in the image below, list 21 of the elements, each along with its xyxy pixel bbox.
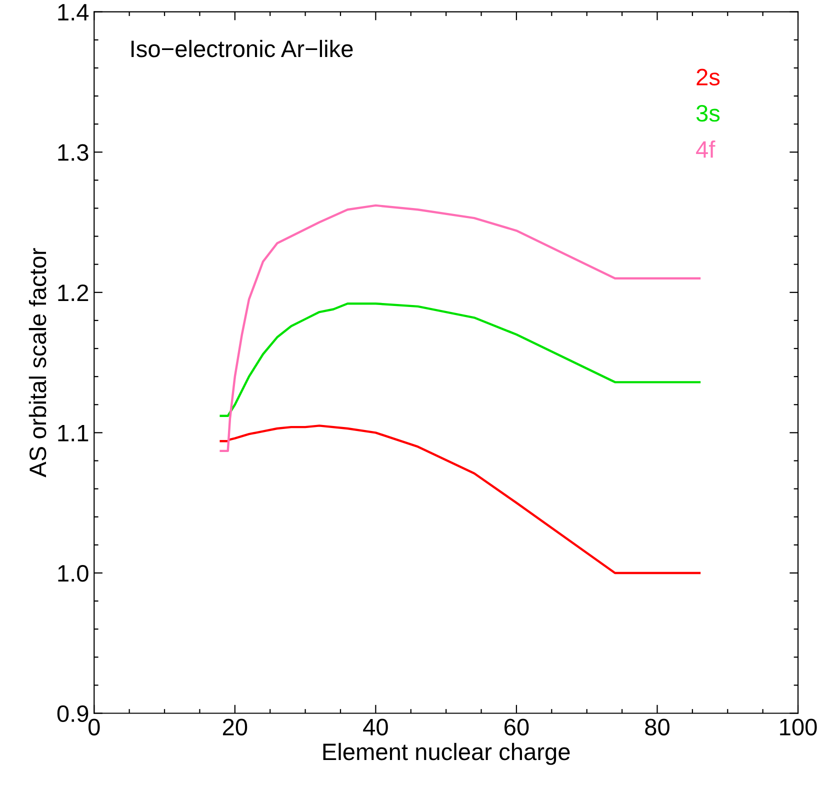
text: 4f — [696, 140, 716, 158]
x-tick-label: 80 — [645, 718, 670, 736]
y-tick-label: 1.3 — [58, 144, 88, 161]
x-tick-label: 40 — [363, 718, 388, 736]
x-tick-label: 20 — [222, 718, 248, 736]
y-tick-label: 0.9 — [57, 705, 88, 722]
y-tick-label: 1.0 — [58, 565, 88, 582]
line-series — [220, 204, 701, 452]
y-tick-label: 1.2 — [58, 284, 88, 301]
y-tick-label: 1.4 — [58, 4, 89, 20]
annotation: Iso−electronic Ar−like — [132, 40, 353, 58]
y-axis-title: AS orbital scale factor — [28, 248, 46, 478]
x-axis-title: Element nuclear charge — [323, 742, 570, 765]
line-series — [220, 424, 701, 574]
line-series — [220, 302, 701, 417]
x-tick-label: 0 — [88, 718, 100, 736]
y-tick-label: 1.1 — [58, 425, 88, 442]
x-tick-label: 60 — [504, 718, 529, 736]
text: 2s — [696, 68, 720, 86]
text: 3s — [696, 104, 720, 122]
x-tick-label: 100 — [780, 718, 817, 736]
